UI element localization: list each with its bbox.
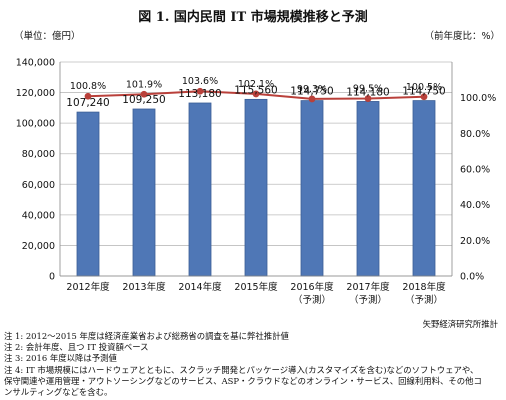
y-tick-label: 40,000: [22, 210, 55, 221]
y2-tick-label: 20.0%: [460, 236, 490, 247]
bar-value-label: 107,240: [66, 97, 109, 109]
growth-value-label: 102.1%: [238, 79, 274, 90]
bar-value-label: 113,180: [178, 88, 221, 100]
y2-tick-label: 60.0%: [460, 165, 490, 176]
bar-value-label: 114,180: [346, 86, 389, 98]
bar: [132, 108, 156, 277]
bar-value-label: 109,250: [122, 94, 165, 106]
page-title: 図 1. 国内民間 IT 市場規模推移と予測: [138, 10, 368, 25]
growth-value-label: 100.8%: [70, 81, 106, 92]
bar: [300, 100, 324, 277]
growth-point: [252, 90, 260, 98]
y-tick-label: 80,000: [22, 149, 55, 160]
x-tick-label: 2012年度: [66, 281, 110, 293]
notes: 注 1: 2012～2015 年度は経済産業省および総務省の調査を基に弊社推計値…: [4, 331, 504, 398]
y-tick-label: 0: [49, 272, 55, 283]
y-tick-label: 100,000: [16, 119, 55, 130]
bar: [188, 102, 212, 277]
data-labels: 107,240 109,250 113,180 115,560 114,750 114,1…: [66, 76, 445, 109]
note-line: 注 1: 2012～2015 年度は経済産業省および総務省の調査を基に弊社推計値: [4, 331, 289, 341]
chart: 107,240 109,250 113,180 115,560 114,750 114,1…: [14, 30, 500, 306]
y-tick-label: 120,000: [16, 88, 55, 99]
note-line: 保守関連や運用管理・アウトソーシングなどのサービス、ASP・クラウドなどのオンラ…: [4, 375, 482, 386]
bar: [244, 98, 268, 277]
source-credit: 矢野経済研究所推計: [422, 319, 498, 329]
bar-series: [76, 98, 436, 277]
note-line: ンサルティングなどを含む。: [4, 387, 113, 398]
y-tick-label: 20,000: [22, 241, 55, 252]
y2-tick-label: 100.0%: [460, 93, 496, 104]
y2-tick-label: 0.0%: [460, 272, 484, 283]
growth-point: [140, 90, 148, 98]
x-tick-label: 2013年度: [122, 281, 166, 293]
y-axis-title: （単位：億円）: [14, 30, 81, 42]
bar-value-label: 114,750: [290, 86, 333, 98]
axes: 0 20,000 40,000 60,000 80,000 100,000 120,000 1…: [14, 30, 500, 306]
growth-point: [84, 92, 92, 100]
bar: [76, 111, 100, 277]
growth-point: [364, 95, 372, 102]
bar: [356, 101, 380, 277]
x-tick-label: 2018年度: [402, 281, 446, 293]
x-tick-label: （予測）: [349, 294, 387, 306]
growth-value-label: 101.9%: [126, 79, 162, 90]
bar-value-label: 115,560: [234, 84, 277, 96]
growth-value-label: 99.5%: [353, 84, 383, 95]
x-tick-label: 2017年度: [346, 281, 390, 293]
growth-value-label: 100.5%: [406, 82, 442, 93]
x-tick-label: 2016年度: [290, 281, 334, 293]
note-line: 注 4: IT 市場規模にはハードウェアとともに、スクラッチ開発とパッケージ導入…: [4, 364, 479, 375]
note-line: 注 3: 2016 年度以降は予測値: [4, 353, 117, 364]
growth-point: [420, 93, 428, 101]
x-tick-label: （予測）: [293, 294, 331, 306]
growth-point: [196, 87, 204, 95]
note-line: 注 2: 会計年度、且つ IT 投資額ベース: [4, 342, 149, 353]
bar: [412, 100, 436, 277]
y2-tick-label: 40.0%: [460, 200, 490, 211]
growth-value-label: 99.3%: [297, 84, 327, 95]
y2-axis-title: （前年度比：%）: [424, 30, 500, 42]
x-tick-label: 2014年度: [178, 281, 222, 293]
bar-value-label: 114,750: [402, 86, 445, 98]
x-tick-label: 2015年度: [234, 281, 278, 293]
y-tick-label: 60,000: [22, 180, 55, 191]
growth-value-label: 103.6%: [182, 76, 218, 87]
y-tick-label: 140,000: [16, 58, 55, 69]
x-tick-label: （予測）: [405, 294, 443, 306]
growth-line-series: [84, 87, 428, 103]
growth-point: [308, 95, 316, 103]
y2-tick-label: 80.0%: [460, 129, 490, 140]
